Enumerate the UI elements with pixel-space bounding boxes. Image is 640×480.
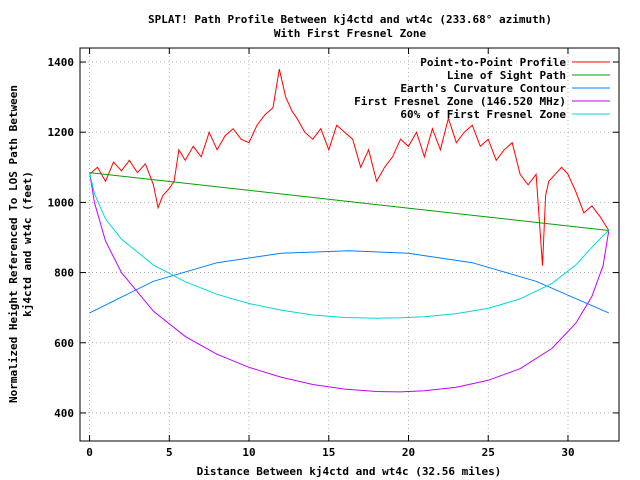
profile-line	[89, 68, 610, 266]
earth-curvature-line	[89, 250, 609, 314]
y-tick-label: 800	[54, 267, 74, 280]
chart-title: SPLAT! Path Profile Between kj4ctd and w…	[148, 13, 552, 26]
legend-entry-profile: Point-to-Point Profile	[420, 56, 610, 69]
x-tick-label: 30	[561, 446, 574, 459]
x-tick-label: 10	[242, 446, 255, 459]
x-tick-label: 5	[166, 446, 173, 459]
x-tick-label: 15	[322, 446, 335, 459]
x-tick-label: 25	[482, 446, 495, 459]
legend-entry-los: Line of Sight Path	[447, 69, 610, 82]
y-tick-label: 1200	[48, 126, 75, 139]
y-axis-label-line-2: kj4ctd and wt4c (feet)	[21, 171, 34, 317]
axis-ticks: 400 600 800 1000 1200 1400 0 5 10 15 20 25 30	[48, 48, 619, 459]
grid	[80, 48, 619, 441]
fresnel-60-line	[89, 172, 610, 319]
legend-entry-earth-curvature: Earth's Curvature Contour	[400, 82, 610, 95]
y-tick-label: 1400	[48, 56, 75, 69]
plot-border	[79, 47, 620, 442]
legend-label: Line of Sight Path	[447, 69, 566, 82]
y-tick-label: 400	[54, 407, 74, 420]
legend-label: First Fresnel Zone (146.520 MHz)	[354, 95, 566, 108]
legend-entry-fresnel: First Fresnel Zone (146.520 MHz)	[354, 95, 610, 108]
y-axis-label-line-1: Normalized Height Referenced To LOS Path…	[7, 85, 20, 403]
legend-entry-fresnel-60: 60% of First Fresnel Zone	[400, 108, 610, 121]
x-tick-label: 0	[86, 446, 93, 459]
x-tick-label: 20	[402, 446, 415, 459]
y-tick-label: 600	[54, 337, 74, 350]
legend-label: Point-to-Point Profile	[420, 56, 566, 69]
fresnel-zone-line	[89, 172, 610, 393]
legend-label: Earth's Curvature Contour	[400, 82, 566, 95]
y-tick-label: 1000	[48, 196, 75, 209]
x-axis-label: Distance Between kj4ctd and wt4c (32.56 …	[197, 465, 502, 478]
series-lines	[89, 68, 610, 393]
chart-subtitle: With First Fresnel Zone	[274, 27, 427, 40]
legend-label: 60% of First Fresnel Zone	[400, 108, 566, 121]
los-line	[89, 172, 609, 231]
